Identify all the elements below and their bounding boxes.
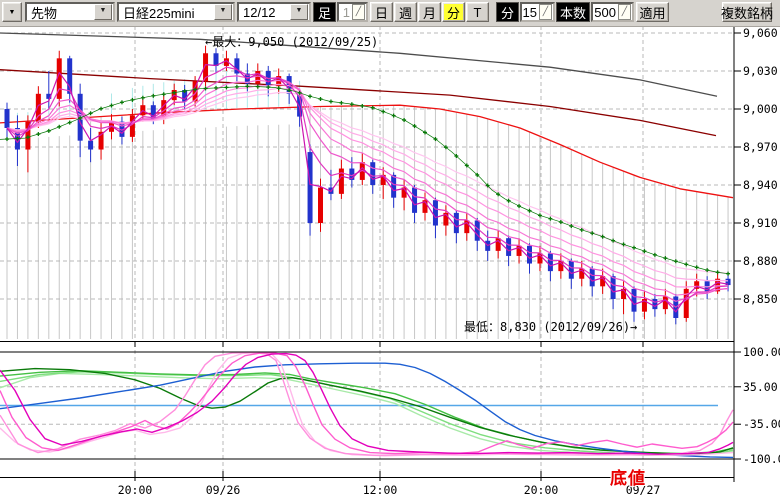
bars-field[interactable]: 500 ╱ [591,2,634,22]
price-tick-label: 8,850 [743,292,778,306]
time-tick-label: 09/27 [625,483,661,497]
green-ma-layer [0,84,731,276]
price-tick-label: 9,030 [743,64,778,78]
spinner-icon[interactable]: ╱ [352,4,365,20]
category-select[interactable]: 先物 ▼ [25,2,115,22]
chevron-down-icon[interactable]: ▼ [290,4,308,20]
bottom-price-label: 底値 [610,469,646,488]
minutes-field[interactable]: 15 ╱ [520,2,555,22]
high-annotation: ←最大：9,050 (2012/09/25) [205,35,379,49]
price-tick-label: 8,970 [743,140,778,154]
bars-value: 500 [594,4,616,20]
period-day-button[interactable]: 日 [370,2,393,22]
time-tick-label: 20:00 [523,483,559,497]
period-month-button[interactable]: 月 [418,2,441,22]
bars-label: 本数 [556,2,590,22]
time-tick-label: 12:00 [362,483,398,497]
chevron-down-icon: ▼ [8,8,16,16]
contract-select[interactable]: 12/12 ▼ [237,2,311,22]
spinner-icon[interactable]: ╱ [618,4,631,20]
hatch-layer [6,59,729,339]
period-week-button[interactable]: 週 [394,2,417,22]
period-tick-button[interactable]: T [466,2,489,22]
bar-count-value: 1 [342,4,350,20]
overlay-lines-layer [0,32,734,199]
minutes-label: 分 [496,2,519,22]
oscillator-layer [0,351,734,459]
price-tick-label: 9,000 [743,102,778,116]
category-dropdown-button[interactable]: ▼ [2,2,22,22]
category-value: 先物 [31,5,58,21]
period-minute-button-active[interactable]: 分 [442,2,465,22]
oscillator-tick-label: 100.00 [743,345,780,359]
price-tick-label: 8,910 [743,216,778,230]
ema-ribbon-layer [6,60,729,313]
chevron-down-icon[interactable]: ▼ [214,4,232,20]
low-annotation: 最低：8,830 (2012/09/26)→ [464,320,638,334]
oscillator-tick-label: -100.00 [743,452,780,466]
symbol-select[interactable]: 日経225mini ▼ [117,2,235,22]
spinner-icon[interactable]: ╱ [539,4,552,20]
oscillator-tick-label: -35.00 [743,417,780,432]
time-tick-label: 20:00 [117,483,153,497]
price-tick-label: 8,940 [743,178,778,192]
bar-count-field[interactable]: 1 ╱ [337,2,368,22]
borders-layer [0,26,741,482]
oscillator-tick-label: 35.00 [743,379,778,394]
symbol-value: 日経225mini [123,5,195,21]
apply-button[interactable]: 適用 [636,2,669,22]
multi-symbol-button[interactable]: 複数銘柄 [721,2,773,22]
chevron-down-icon[interactable]: ▼ [94,4,112,20]
time-tick-label: 09/26 [205,483,241,497]
price-tick-label: 9,060 [743,26,778,40]
bar-type-label: 足 [313,2,336,22]
contract-value: 12/12 [243,4,276,20]
minutes-value: 15 [522,4,537,20]
toolbar: ▼ 先物 ▼ 日経225mini ▼ 12/12 ▼ 足 1 ╱ 日 週 月 [0,0,780,27]
price-tick-label: 8,880 [743,254,778,268]
